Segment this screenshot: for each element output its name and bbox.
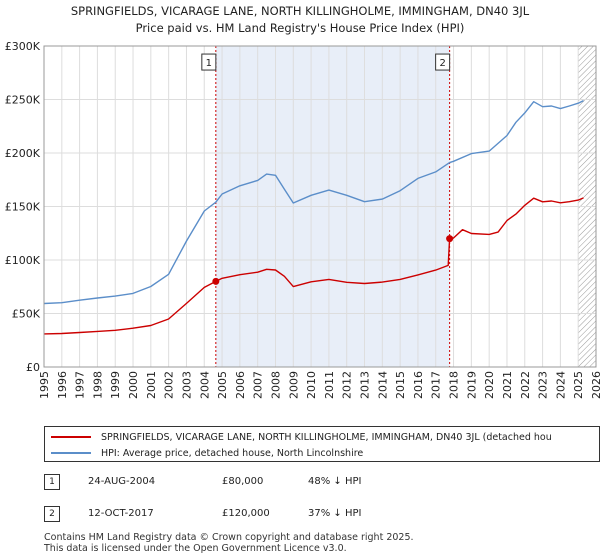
x-tick-label: 2008 (269, 371, 282, 399)
y-tick-label: £300K (5, 40, 41, 53)
x-tick-label: 2004 (198, 371, 211, 399)
x-tick-label: 2020 (483, 371, 496, 399)
legend-label-property: SPRINGFIELDS, VICARAGE LANE, NORTH KILLI… (101, 431, 552, 443)
sale-label-box (435, 53, 451, 71)
x-tick-label: 1996 (56, 371, 69, 399)
x-tick-label: 2018 (448, 371, 461, 399)
x-tick-label: 2003 (180, 371, 193, 399)
legend: SPRINGFIELDS, VICARAGE LANE, NORTH KILLI… (44, 426, 600, 462)
y-tick-label: £0 (26, 361, 40, 374)
x-tick-label: 2015 (394, 371, 407, 399)
sale-label-box (201, 53, 217, 71)
legend-label-hpi: HPI: Average price, detached house, Nort… (101, 447, 364, 459)
sale-date: 12-OCT-2017 (88, 508, 154, 519)
x-tick-label: 2023 (537, 371, 550, 399)
sale-price: £120,000 (222, 508, 270, 519)
x-tick-label: 2009 (287, 371, 300, 399)
x-tick-label: 2010 (305, 371, 318, 399)
x-tick-label: 1998 (91, 371, 104, 399)
x-tick-label: 2005 (216, 371, 229, 399)
x-tick-label: 2011 (323, 371, 336, 399)
x-tick-label: 2024 (554, 371, 567, 399)
x-tick-label: 2022 (519, 371, 532, 399)
sale-hpi-diff: 37% ↓ HPI (308, 508, 362, 519)
x-tick-label: 1995 (38, 371, 51, 399)
sale-price: £80,000 (222, 476, 264, 487)
sale-hpi-diff: 48% ↓ HPI (308, 476, 362, 487)
x-tick-label: 2026 (590, 371, 600, 399)
sale-badge: 2 (44, 506, 60, 522)
sale-point (446, 235, 454, 243)
x-tick-label: 2025 (572, 371, 585, 399)
sale-row: 2 12-OCT-2017 £120,000 37% ↓ HPI (44, 506, 600, 526)
sale-row: 1 24-AUG-2004 £80,000 48% ↓ HPI (44, 474, 600, 494)
sale-label: 2 (439, 58, 445, 69)
x-tick-label: 2014 (376, 371, 389, 399)
sale-point (212, 277, 220, 285)
x-tick-label: 2001 (145, 371, 158, 399)
legend-swatch-property (51, 436, 91, 438)
y-tick-label: £50K (12, 308, 41, 321)
sale-label: 1 (206, 58, 212, 69)
x-tick-label: 2000 (127, 371, 140, 399)
x-tick-label: 2021 (501, 371, 514, 399)
x-tick-label: 2013 (359, 371, 372, 399)
legend-item-hpi: HPI: Average price, detached house, Nort… (51, 445, 363, 461)
x-tick-label: 2006 (234, 371, 247, 399)
x-tick-label: 1997 (74, 371, 87, 399)
x-tick-label: 1999 (109, 371, 122, 399)
x-tick-label: 2019 (465, 371, 478, 399)
legend-item-property: SPRINGFIELDS, VICARAGE LANE, NORTH KILLI… (51, 429, 552, 445)
x-tick-label: 2012 (341, 371, 354, 399)
x-tick-label: 2017 (430, 371, 443, 399)
legend-swatch-hpi (51, 452, 91, 454)
y-tick-label: £150K (5, 201, 41, 214)
price-chart: SPRINGFIELDS, VICARAGE LANE, NORTH KILLI… (5, 4, 600, 399)
footer-line2: This data is licensed under the Open Gov… (44, 543, 347, 554)
chart-title-line2: Price paid vs. HM Land Registry's House … (136, 21, 465, 35)
sale-date: 24-AUG-2004 (88, 476, 156, 487)
y-tick-label: £100K (5, 254, 41, 267)
x-tick-label: 2016 (412, 371, 425, 399)
chart-title-line1: SPRINGFIELDS, VICARAGE LANE, NORTH KILLI… (71, 4, 530, 18)
sale-badge: 1 (44, 474, 60, 490)
y-tick-label: £200K (5, 147, 41, 160)
footer-line1: Contains HM Land Registry data © Crown c… (44, 532, 414, 543)
plot-border (43, 45, 597, 368)
x-tick-label: 2007 (252, 371, 265, 399)
series-line (43, 99, 584, 305)
x-tick-label: 2002 (163, 371, 176, 399)
series-line (43, 197, 584, 335)
y-tick-label: £250K (5, 94, 41, 107)
footer: Contains HM Land Registry data © Crown c… (44, 532, 414, 554)
